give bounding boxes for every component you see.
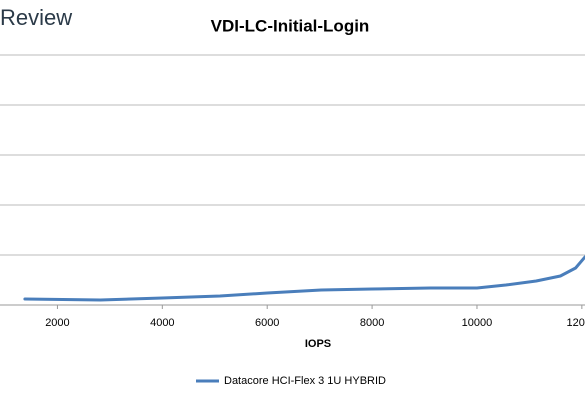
x-tick-label: 8000 — [360, 317, 384, 329]
x-axis-label: IOPS — [305, 338, 331, 350]
chart-title: VDI-LC-Initial-Login — [211, 16, 370, 35]
brand-logo: Review — [0, 5, 72, 30]
x-tick-label: 4000 — [150, 317, 174, 329]
x-tick-label: 12000 — [567, 317, 585, 329]
data-line — [23, 255, 585, 302]
x-tick-label: 10000 — [462, 317, 493, 329]
x-tick-label: 2000 — [45, 317, 69, 329]
legend-label: Datacore HCI-Flex 3 1U HYBRID — [224, 375, 386, 387]
x-tick-label: 6000 — [255, 317, 279, 329]
